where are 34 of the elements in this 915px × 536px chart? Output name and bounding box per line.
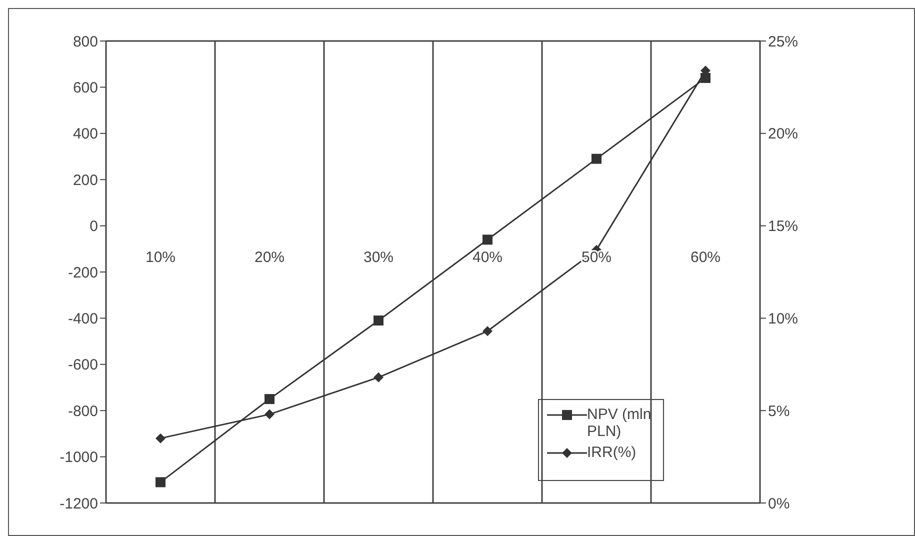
point: [264, 409, 274, 420]
x-tick-label: 30%: [363, 248, 394, 266]
y-tick-label: 200: [72, 172, 98, 189]
point: [700, 72, 710, 83]
x-tick-label: 20%: [254, 248, 285, 266]
legend-label: NPV (mln PLN): [587, 406, 652, 440]
y-tick-label: -200: [68, 264, 98, 282]
y-tick-label: 600: [72, 80, 98, 97]
x-tick-label: 60%: [690, 248, 721, 266]
y2-tick-label: 20%: [768, 126, 798, 143]
point: [156, 477, 166, 488]
y-tick-label: 0: [90, 218, 98, 236]
point: [374, 316, 384, 326]
legend-label: IRR(%): [587, 444, 638, 461]
y-tick-label: 400: [72, 126, 98, 143]
x-tick-label: 40%: [472, 248, 503, 266]
y2-tick-label: 15%: [768, 218, 798, 236]
y-tick-label: -400: [68, 310, 98, 328]
point: [482, 234, 492, 245]
y-tick-label: -600: [68, 356, 98, 374]
y-tick-label: -1200: [60, 495, 98, 512]
y-tick-label: 800: [72, 33, 98, 50]
y2-tick-label: 10%: [768, 310, 798, 328]
y2-tick-label: 25%: [768, 33, 798, 50]
point: [482, 326, 492, 336]
y-tick-label: -1000: [60, 449, 98, 466]
y2-tick-label: 0%: [768, 495, 790, 512]
point: [264, 394, 274, 404]
y-tick-label: -800: [68, 402, 98, 420]
point: [156, 433, 166, 444]
point: [592, 154, 602, 164]
x-tick-label: 10%: [145, 248, 176, 266]
point: [374, 372, 384, 382]
y2-tick-label: 5%: [768, 402, 790, 420]
